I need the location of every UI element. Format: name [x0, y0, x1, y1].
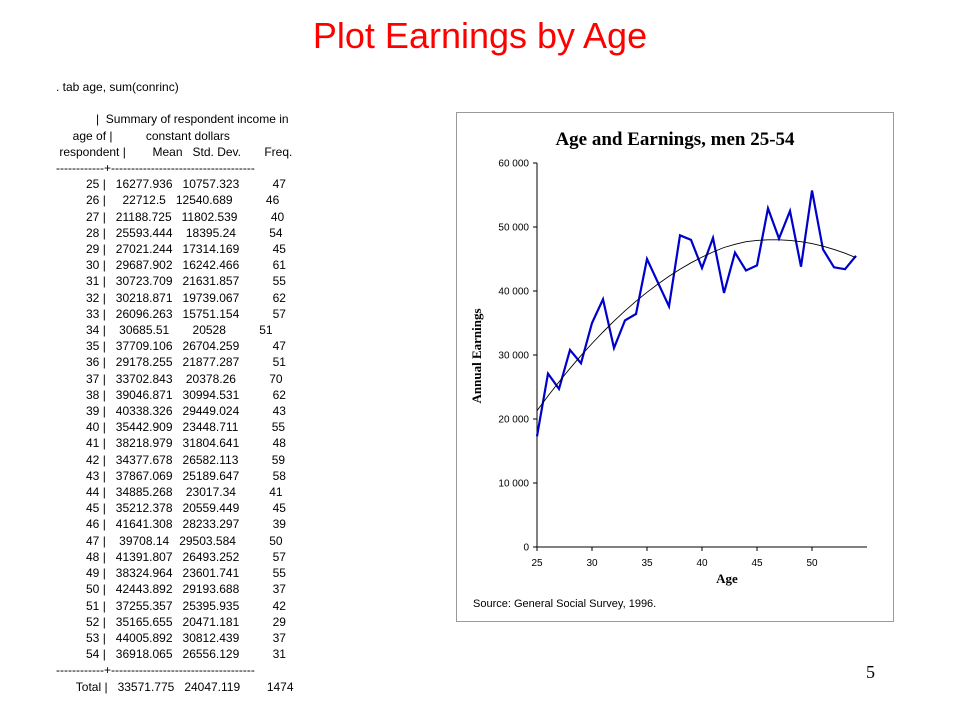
x-tick-label: 40: [696, 558, 708, 569]
y-tick-label: 10 000: [498, 479, 529, 490]
y-axis-label: Annual Earnings: [469, 308, 484, 403]
stata-line: 27 | 21188.725 11802.539 40: [56, 209, 285, 224]
earnings-chart: Age and Earnings, men 25-54 0 10 000 20 00…: [469, 129, 867, 610]
stata-line: 48 | 41391.807 26493.252 57: [56, 549, 286, 564]
stata-output-table: . tab age, sum(conrinc) | Summary of res…: [56, 79, 294, 695]
stata-line: 50 | 42443.892 29193.688 37: [56, 582, 286, 597]
stata-line: 51 | 37255.357 25395.935 42: [56, 598, 286, 613]
stata-line: 54 | 36918.065 26556.129 31: [56, 647, 286, 662]
y-tick-label: 50 000: [498, 223, 529, 234]
stata-line: 28 | 25593.444 18395.24 54: [56, 225, 283, 240]
earnings-trend-curve: [536, 239, 857, 411]
x-tick-label: 50: [806, 558, 818, 569]
stata-line: 52 | 35165.655 20471.181 29: [56, 614, 286, 629]
stata-line: 43 | 37867.069 25189.647 58: [56, 468, 286, 483]
page-number: 5: [866, 662, 875, 682]
earnings-data-line: [535, 190, 857, 437]
stata-line: 45 | 35212.378 20559.449 45: [56, 501, 286, 516]
stata-line: 46 | 41641.308 28233.297 39: [56, 517, 286, 532]
stata-line: 33 | 26096.263 15751.154 57: [56, 306, 286, 321]
chart-source-note: Source: General Social Survey, 1996.: [473, 598, 656, 610]
y-tick-label: 40 000: [498, 287, 529, 298]
y-tick-label: 30 000: [498, 351, 529, 362]
stata-line: 37 | 33702.843 20378.26 70: [56, 371, 283, 386]
stata-line: 31 | 30723.709 21631.857 55: [56, 274, 286, 289]
x-axis-label: Age: [716, 571, 738, 586]
x-tick-label: 30: [586, 558, 598, 569]
stata-line: 38 | 39046.871 30994.531 62: [56, 387, 286, 402]
y-tick-label: 60 000: [498, 159, 529, 170]
stata-line: 41 | 38218.979 31804.641 48: [56, 436, 286, 451]
stata-line: 44 | 34885.268 23017.34 41: [56, 485, 283, 500]
chart-panel: Age and Earnings, men 25-54 0 10 000 20 00…: [456, 112, 894, 622]
stata-line: ------------+---------------------------…: [56, 663, 255, 678]
stata-line: 40 | 35442.909 23448.711 55: [56, 420, 286, 435]
slide-title: Plot Earnings by Age: [312, 15, 648, 56]
stata-line: 35 | 37709.106 26704.259 47: [56, 339, 286, 354]
stata-line: 34 | 30685.51 20528 51: [56, 323, 273, 338]
stata-line: 39 | 40338.326 29449.024 43: [56, 404, 286, 419]
stata-line: 26 | 22712.5 12540.689 46: [56, 193, 280, 208]
y-tick-label: 20 000: [498, 415, 529, 426]
stata-line: Total | 33571.775 24047.119 1474: [56, 679, 294, 694]
x-tick-label: 45: [751, 558, 763, 569]
x-tick-label: 35: [641, 558, 653, 569]
stata-line: 30 | 29687.902 16242.466 61: [56, 258, 286, 273]
stata-line: 47 | 39708.14 29503.584 50: [56, 533, 283, 548]
stata-line: 25 | 16277.936 10757.323 47: [56, 177, 286, 192]
stata-line: | Summary of respondent income in: [56, 112, 289, 127]
stata-line: 49 | 38324.964 23601.741 55: [56, 566, 286, 581]
stata-line: . tab age, sum(conrinc): [56, 80, 179, 94]
y-tick-label: 0: [523, 543, 529, 554]
x-tick-label: 25: [531, 558, 543, 569]
stata-line: 42 | 34377.678 26582.113 59: [56, 452, 286, 467]
stata-line: 29 | 27021.244 17314.169 45: [56, 242, 286, 257]
stata-line: 53 | 44005.892 30812.439 37: [56, 630, 286, 645]
chart-title: Age and Earnings, men 25-54: [555, 129, 795, 150]
stata-line: 32 | 30218.871 19739.067 62: [56, 290, 286, 305]
stata-line: respondent | Mean Std. Dev. Freq.: [56, 144, 293, 159]
stata-line: 36 | 29178.255 21877.287 51: [56, 355, 286, 370]
stata-line: age of | constant dollars: [56, 128, 230, 143]
stata-line: ------------+---------------------------…: [56, 161, 255, 176]
